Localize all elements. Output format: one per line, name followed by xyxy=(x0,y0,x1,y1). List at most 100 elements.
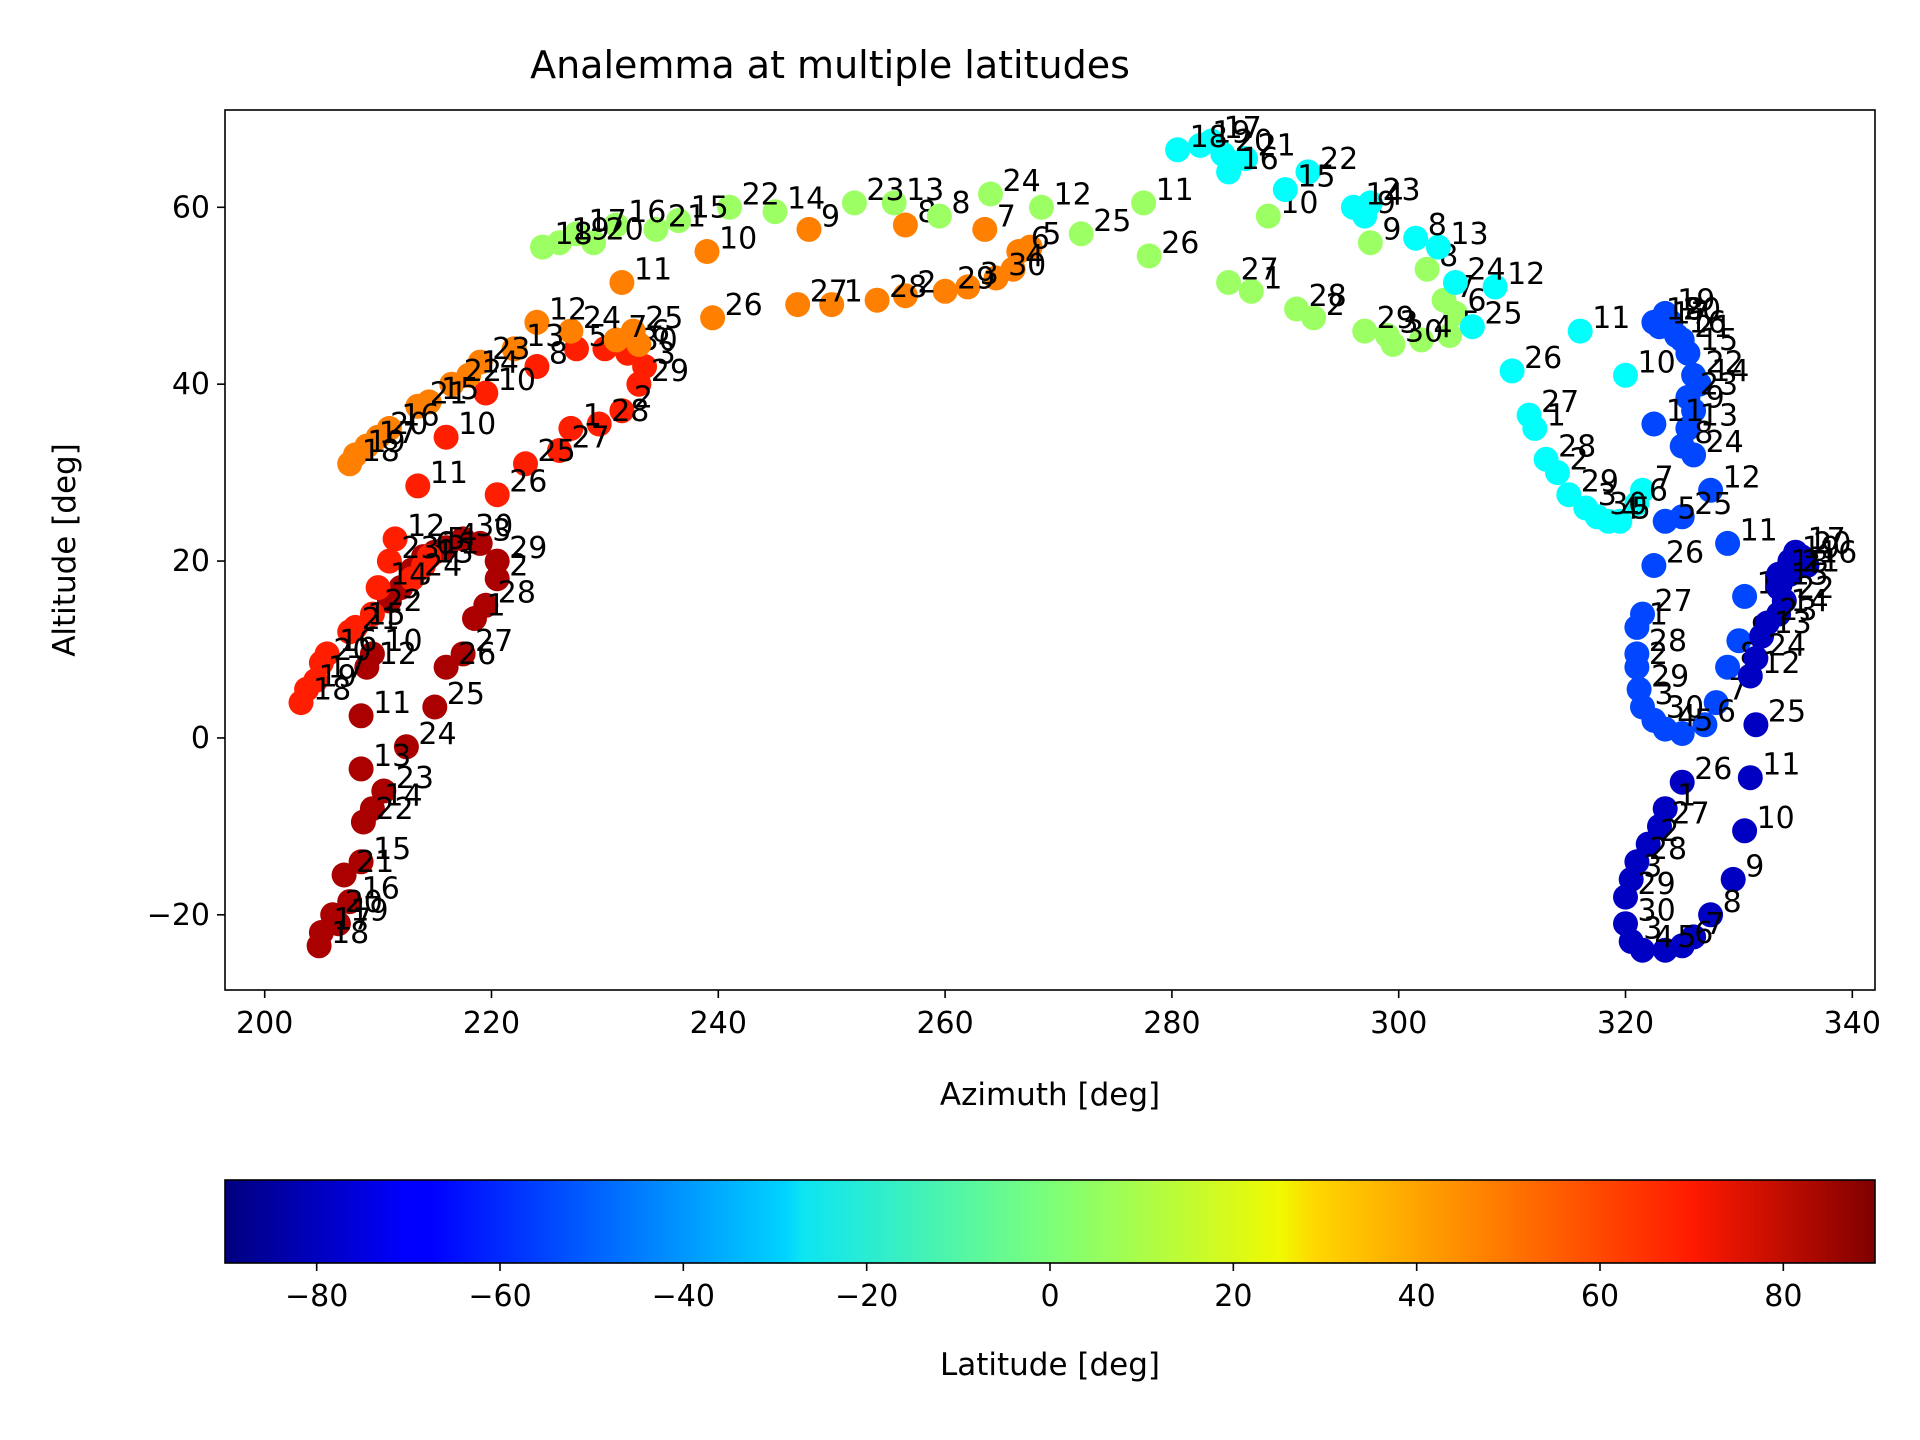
point-label: 13 xyxy=(436,536,474,571)
data-point xyxy=(1732,818,1758,844)
data-point xyxy=(926,203,952,229)
point-label: 19 xyxy=(319,659,357,694)
point-label: 11 xyxy=(1156,173,1194,208)
data-point xyxy=(586,411,612,437)
data-point xyxy=(864,287,890,313)
point-label: 20 xyxy=(345,885,383,920)
data-point xyxy=(1165,137,1191,163)
data-point xyxy=(1681,442,1707,468)
point-label: 9 xyxy=(1706,381,1725,416)
x-axis-label: Azimuth [deg] xyxy=(940,1077,1160,1113)
point-label: 19 xyxy=(1677,283,1715,318)
point-label: 29 xyxy=(651,354,689,389)
data-point xyxy=(331,862,357,888)
point-label: 13 xyxy=(373,739,411,774)
data-point xyxy=(1216,159,1242,185)
point-label: 24 xyxy=(418,717,456,752)
x-tick-label: 300 xyxy=(1370,1006,1427,1041)
data-point xyxy=(694,239,720,264)
point-label: 26 xyxy=(1666,536,1704,571)
point-label: 2 xyxy=(917,266,936,301)
point-label: 1 xyxy=(487,589,506,624)
data-point xyxy=(1352,318,1378,344)
point-label: 4 xyxy=(1655,920,1674,955)
point-label: 8 xyxy=(1694,416,1713,451)
data-point xyxy=(376,548,402,574)
point-label: 1 xyxy=(1649,597,1668,632)
data-point xyxy=(416,544,442,570)
point-label: 11 xyxy=(1592,301,1630,336)
point-label: 1 xyxy=(1263,261,1282,296)
point-label: 2 xyxy=(1660,814,1679,849)
data-point xyxy=(819,292,845,318)
point-label: 5 xyxy=(1694,704,1713,739)
point-label: 27 xyxy=(1655,584,1693,619)
colorbar-tick-label: −80 xyxy=(285,1279,348,1314)
data-point xyxy=(1698,902,1724,928)
point-label: 19 xyxy=(367,425,405,460)
point-label: 4 xyxy=(1677,699,1696,734)
data-point xyxy=(1499,358,1525,384)
point-label: 14 xyxy=(1365,177,1403,212)
point-label: 25 xyxy=(447,677,485,712)
point-label: 4 xyxy=(1621,491,1640,526)
point-label: 29 xyxy=(957,261,995,296)
data-point xyxy=(700,305,726,331)
point-label: 14 xyxy=(390,558,428,593)
colorbar-label: Latitude [deg] xyxy=(940,1347,1160,1383)
data-point xyxy=(666,208,692,234)
x-tick-label: 280 xyxy=(1143,1006,1200,1041)
data-point xyxy=(1068,221,1094,247)
point-label: 5 xyxy=(1677,920,1696,955)
colorbar xyxy=(224,1179,1876,1264)
point-label: 17 xyxy=(1224,111,1262,146)
point-label: 3 xyxy=(980,257,999,292)
point-label: 27 xyxy=(1672,796,1710,831)
point-label: 5 xyxy=(447,522,466,557)
x-tick-label: 220 xyxy=(463,1006,520,1041)
data-point xyxy=(342,614,368,640)
point-label: 21 xyxy=(362,602,400,637)
point-label: 3 xyxy=(1643,911,1662,946)
point-label: 28 xyxy=(1558,429,1596,464)
data-point xyxy=(1732,583,1758,609)
point-label: 24 xyxy=(583,301,621,336)
point-label: 10 xyxy=(384,624,422,659)
point-label: 23 xyxy=(401,531,439,566)
point-label: 2 xyxy=(509,549,528,584)
data-point xyxy=(1233,146,1259,172)
point-label: 7 xyxy=(997,199,1016,234)
data-point xyxy=(932,278,958,304)
colorbar-ticks: −80 −60 −40 −20 0 20 40 60 80 xyxy=(285,1263,1802,1314)
point-label: 8 xyxy=(549,337,568,372)
point-label: 22 xyxy=(464,354,502,389)
point-label: 7 xyxy=(628,310,647,345)
point-label: 25 xyxy=(538,434,576,469)
data-point xyxy=(1301,305,1327,331)
data-point xyxy=(1414,256,1440,282)
data-point xyxy=(314,641,340,667)
point-label: 24 xyxy=(1768,628,1806,663)
data-point xyxy=(1720,866,1746,892)
data-point xyxy=(1482,274,1508,300)
point-label: 13 xyxy=(1700,398,1738,433)
point-label: 22 xyxy=(742,177,780,212)
point-label: 21 xyxy=(1802,544,1840,579)
point-label: 22 xyxy=(1320,142,1358,177)
point-label: 14 xyxy=(481,345,519,380)
data-point xyxy=(524,354,550,379)
point-label: 15 xyxy=(1297,160,1335,195)
point-label: 29 xyxy=(1638,867,1676,902)
point-label: 17 xyxy=(589,204,627,239)
plot-area-frame xyxy=(224,109,1876,991)
data-point xyxy=(1669,721,1695,746)
chart-title: Analemma at multiple latitudes xyxy=(530,43,1130,87)
data-point xyxy=(1352,203,1378,229)
data-point xyxy=(1431,287,1457,313)
data-point xyxy=(1136,243,1162,269)
point-label: 8 xyxy=(1723,885,1742,920)
point-label: 12 xyxy=(1054,177,1092,212)
point-label: 13 xyxy=(526,319,564,354)
data-point xyxy=(1131,190,1157,216)
